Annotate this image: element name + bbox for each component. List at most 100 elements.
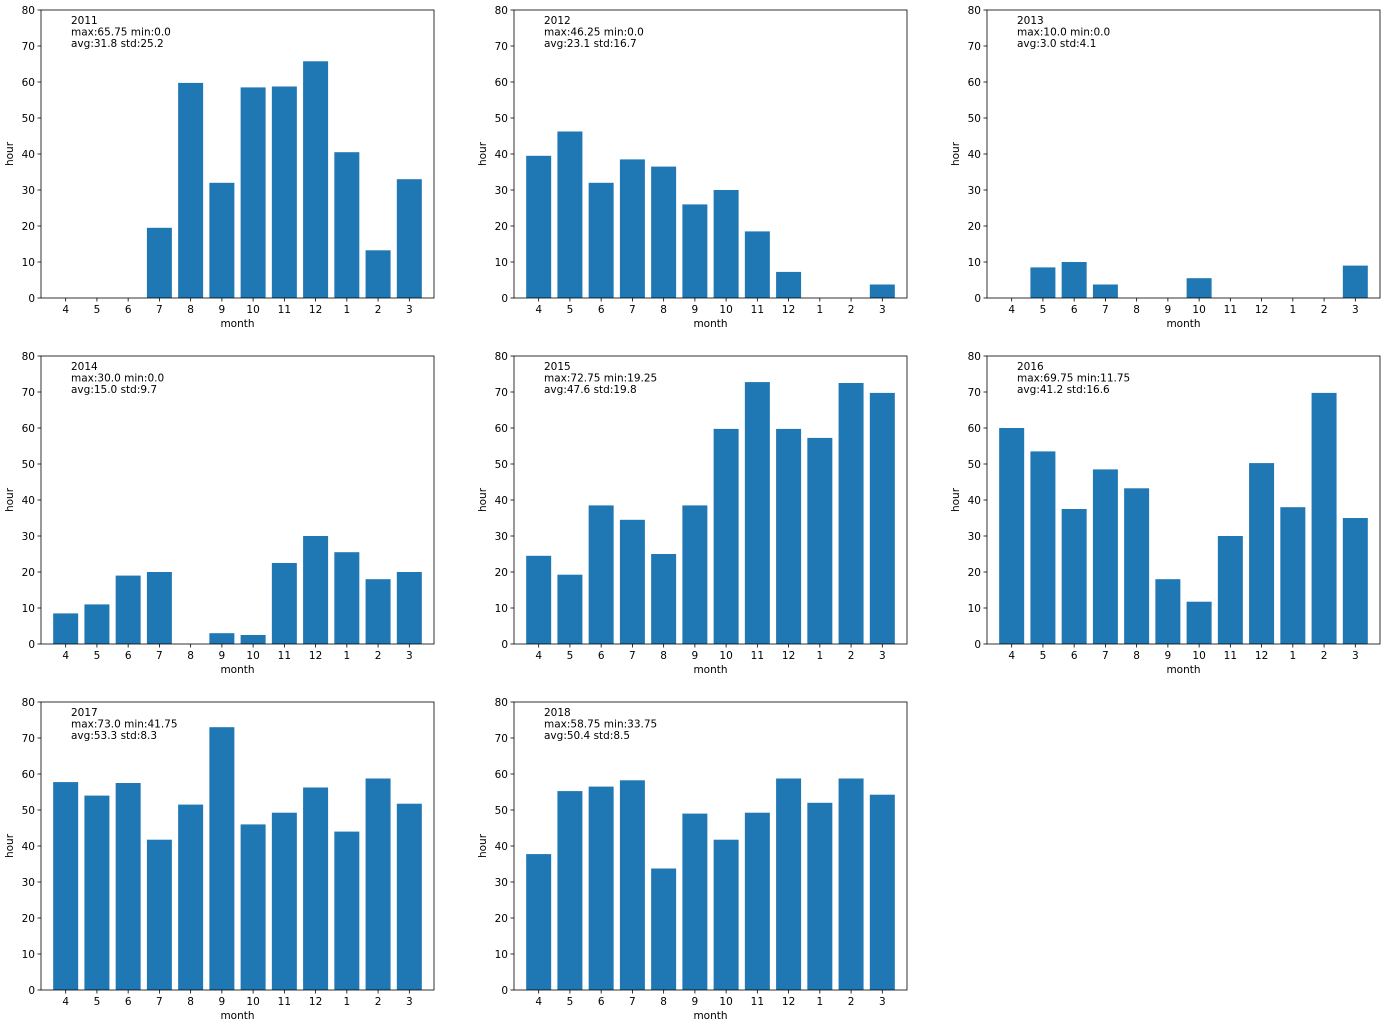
x-tick-label: 12 — [309, 996, 322, 1008]
bar-12 — [776, 778, 802, 990]
y-tick-label: 50 — [968, 113, 981, 125]
x-tick-label: 3 — [406, 996, 413, 1008]
x-tick-label: 6 — [598, 996, 605, 1008]
bar-7 — [146, 572, 172, 644]
x-tick-label: 4 — [1008, 650, 1015, 662]
y-tick-label: 30 — [495, 531, 508, 543]
bar-2 — [838, 383, 864, 644]
x-tick-label: 7 — [156, 304, 163, 316]
x-tick-label: 3 — [406, 650, 413, 662]
annotation-line-1: 2015 — [544, 361, 571, 373]
y-tick-label: 80 — [22, 351, 35, 363]
bar-3 — [396, 572, 422, 644]
y-tick-label: 60 — [495, 423, 508, 435]
bar-10 — [713, 839, 739, 990]
x-tick-label: 5 — [94, 650, 101, 662]
y-tick-label: 10 — [495, 257, 508, 269]
y-tick-label: 0 — [28, 639, 35, 651]
x-tick-label: 2 — [375, 304, 382, 316]
x-tick-label: 9 — [692, 304, 699, 316]
x-tick-label: 1 — [816, 996, 823, 1008]
bar-12 — [776, 271, 802, 298]
x-tick-label: 2 — [375, 996, 382, 1008]
y-tick-label: 10 — [968, 603, 981, 615]
y-tick-label: 30 — [495, 185, 508, 197]
y-tick-label: 20 — [495, 913, 508, 925]
bar-6 — [588, 182, 614, 298]
bar-8 — [651, 166, 677, 298]
annotation-line-1: 2014 — [71, 361, 98, 373]
bar-11 — [271, 563, 297, 644]
bar-1 — [1280, 507, 1306, 644]
x-tick-label: 9 — [219, 650, 226, 662]
x-tick-label: 4 — [535, 304, 542, 316]
x-axis-label: month — [1166, 664, 1200, 676]
bar-6 — [1061, 262, 1087, 298]
x-tick-label: 1 — [343, 304, 350, 316]
annotation-line-2: max:10.0 min:0.0 — [1017, 27, 1110, 39]
x-tick-label: 1 — [343, 996, 350, 1008]
x-tick-label: 4 — [535, 996, 542, 1008]
y-tick-label: 20 — [22, 567, 35, 579]
y-tick-label: 10 — [22, 603, 35, 615]
bar-1 — [807, 437, 833, 644]
y-tick-label: 50 — [495, 113, 508, 125]
bar-12 — [1249, 463, 1275, 644]
x-tick-label: 4 — [62, 650, 69, 662]
x-tick-label: 1 — [1289, 304, 1296, 316]
y-tick-label: 40 — [968, 495, 981, 507]
bar-4 — [53, 782, 79, 990]
x-tick-label: 11 — [1224, 304, 1237, 316]
x-tick-label: 8 — [187, 304, 194, 316]
y-tick-label: 80 — [22, 5, 35, 17]
x-tick-label: 5 — [1040, 650, 1047, 662]
bar-5 — [1030, 267, 1056, 298]
x-tick-label: 6 — [598, 304, 605, 316]
bar-3 — [869, 794, 895, 990]
bar-3 — [396, 803, 422, 990]
annotation-line-2: max:46.25 min:0.0 — [544, 27, 644, 39]
x-tick-label: 10 — [1192, 650, 1205, 662]
y-axis-label: hour — [4, 141, 16, 166]
y-tick-label: 0 — [974, 639, 981, 651]
annotation-line-1: 2012 — [544, 15, 571, 27]
bar-8 — [651, 868, 677, 990]
bar-9 — [209, 633, 235, 644]
x-tick-label: 9 — [1165, 304, 1172, 316]
annotation-line-2: max:69.75 min:11.75 — [1017, 373, 1130, 385]
bar-6 — [1061, 509, 1087, 644]
bar-3 — [869, 392, 895, 644]
x-tick-label: 11 — [278, 304, 291, 316]
y-tick-label: 20 — [22, 221, 35, 233]
x-tick-label: 12 — [782, 304, 795, 316]
x-tick-label: 5 — [94, 304, 101, 316]
x-tick-label: 9 — [692, 996, 699, 1008]
bar-11 — [271, 812, 297, 990]
x-tick-label: 2 — [375, 650, 382, 662]
x-tick-label: 7 — [629, 304, 636, 316]
x-tick-label: 8 — [187, 650, 194, 662]
bar-1 — [334, 152, 360, 298]
y-axis-label: hour — [477, 487, 489, 512]
bar-5 — [557, 791, 583, 990]
y-tick-label: 20 — [968, 221, 981, 233]
bar-9 — [209, 727, 235, 990]
annotation-line-3: avg:31.8 std:25.2 — [71, 38, 164, 50]
y-tick-label: 20 — [495, 567, 508, 579]
y-tick-label: 0 — [28, 985, 35, 997]
x-tick-label: 11 — [751, 304, 764, 316]
y-tick-label: 20 — [968, 567, 981, 579]
x-tick-label: 6 — [1071, 304, 1078, 316]
bar-4 — [526, 155, 552, 298]
bar-1 — [334, 831, 360, 990]
y-tick-label: 0 — [501, 293, 508, 305]
y-tick-label: 70 — [22, 733, 35, 745]
bar-12 — [776, 428, 802, 644]
y-tick-label: 50 — [495, 805, 508, 817]
bar-2 — [1311, 392, 1337, 644]
bar-3 — [396, 179, 422, 298]
